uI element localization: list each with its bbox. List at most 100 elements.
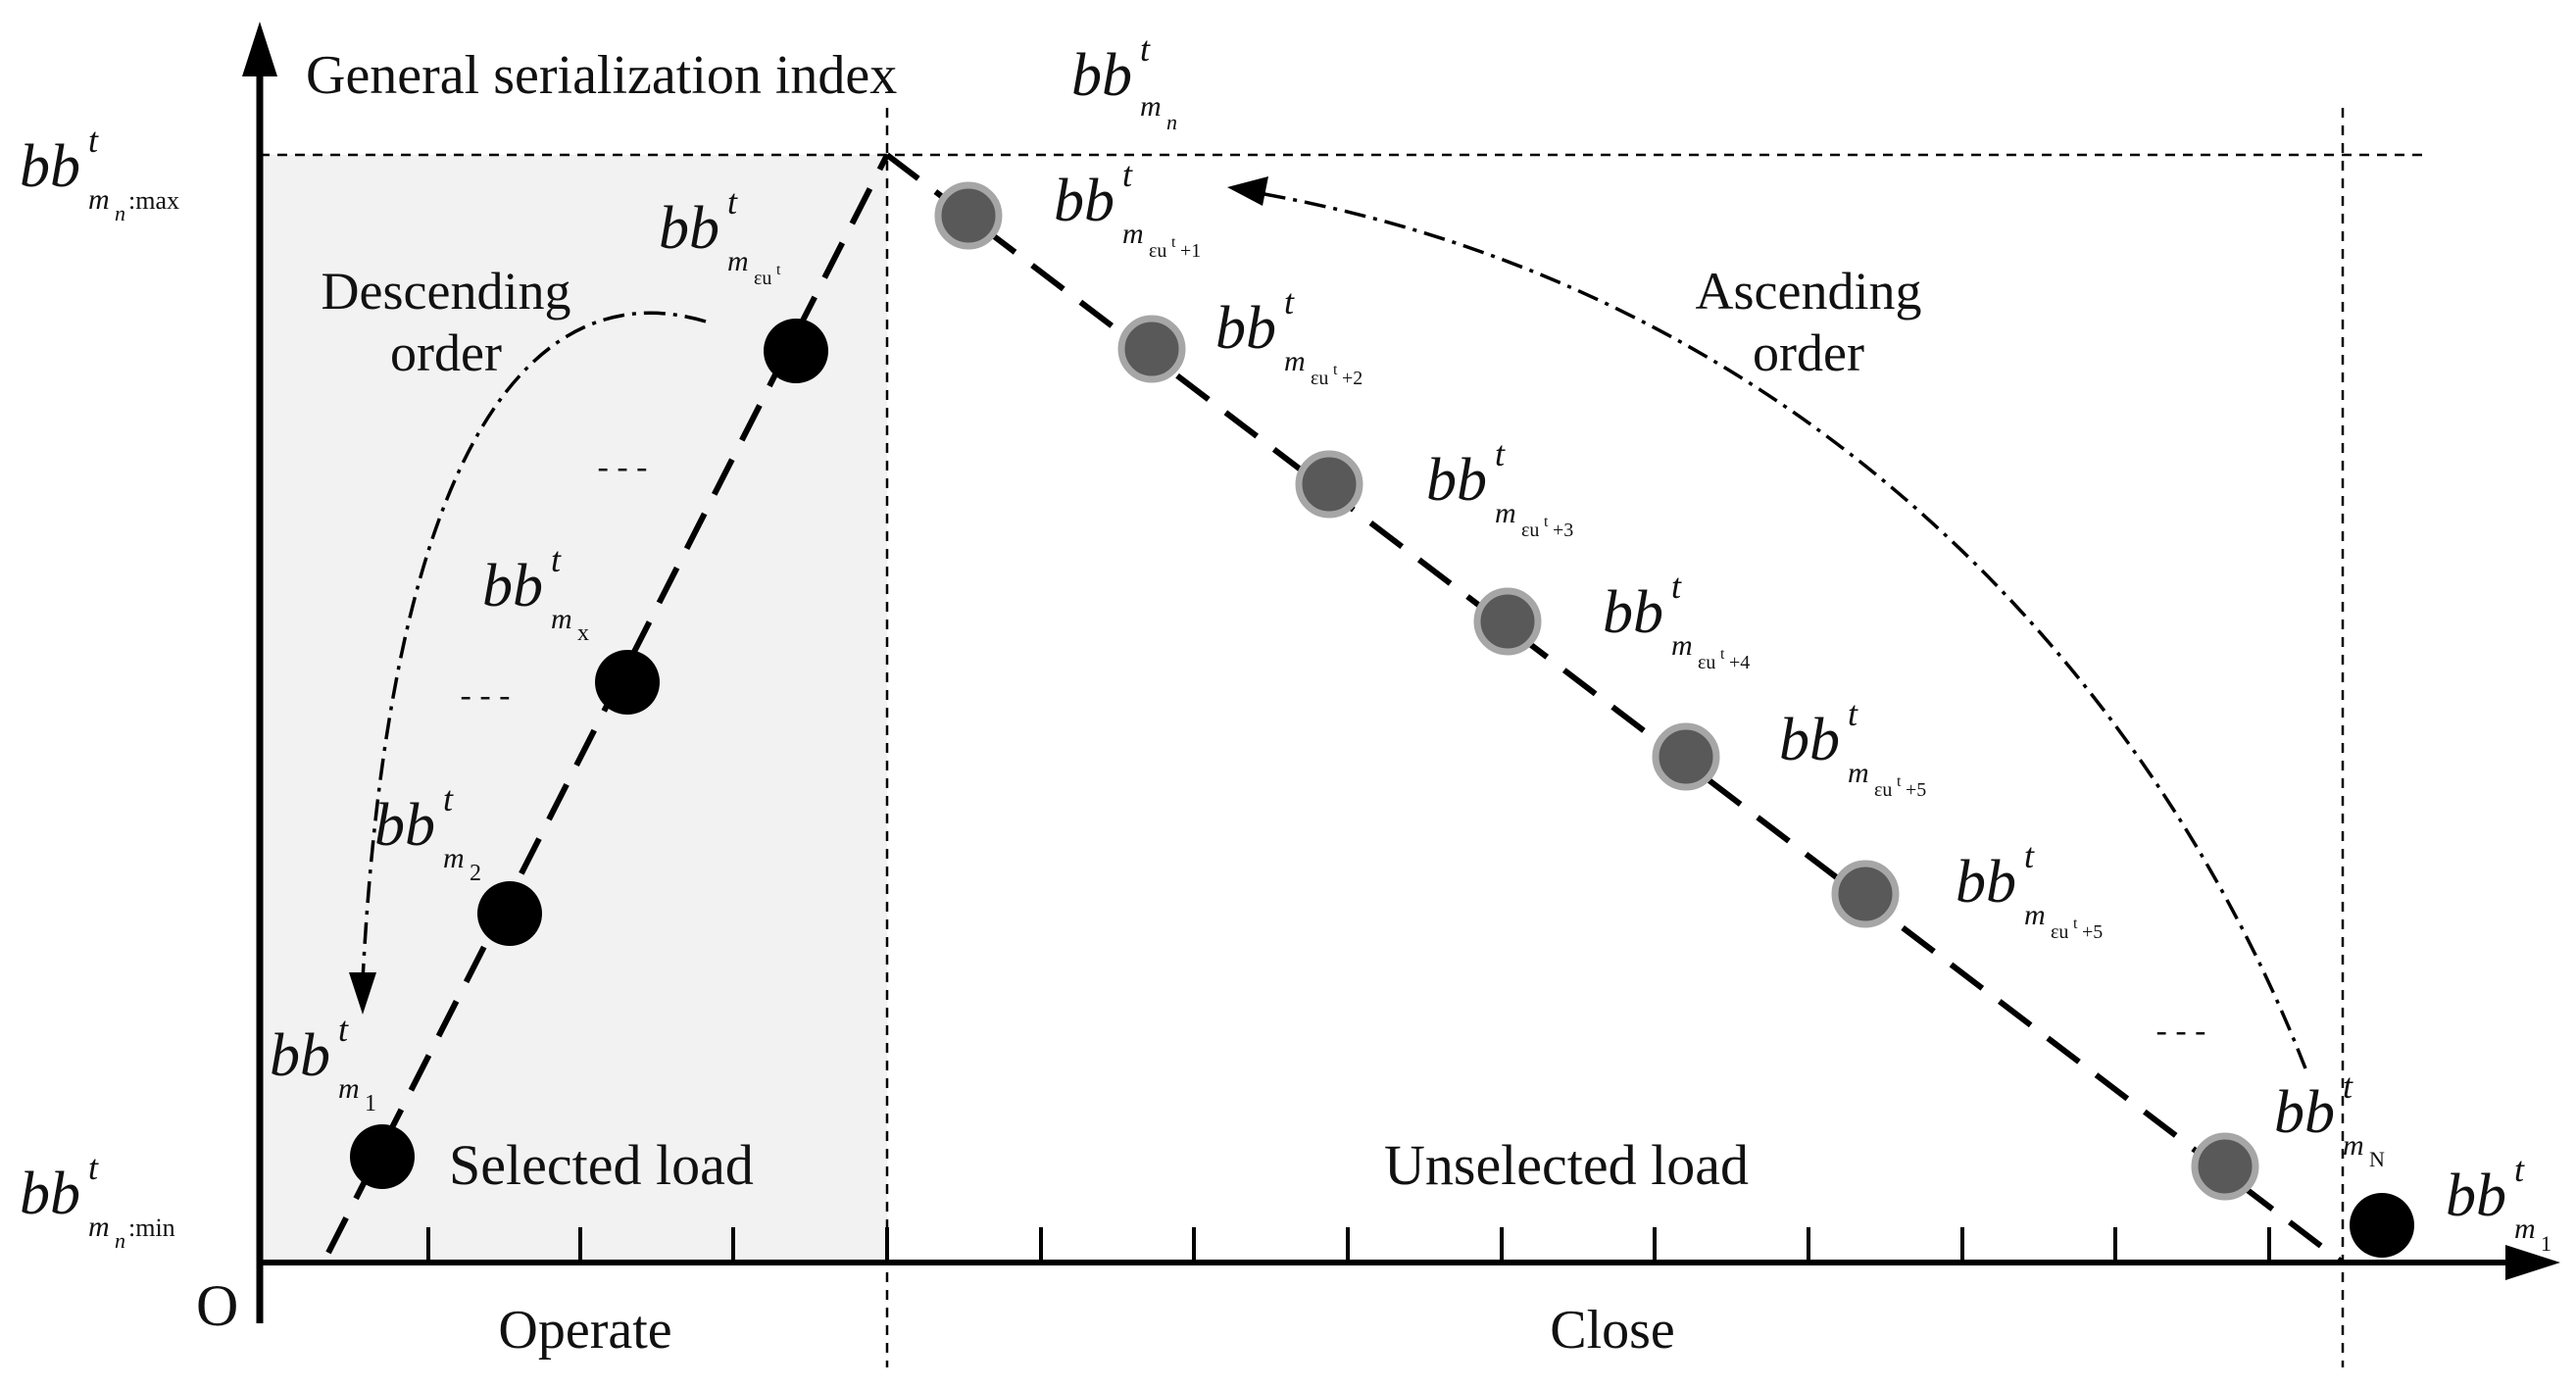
svg-text:t: t: [2073, 916, 2078, 932]
point-label-meut-plus2: bb t m εu t +2: [1215, 282, 1362, 389]
svg-text:εu: εu: [2051, 921, 2068, 943]
ellipsis: - - -: [461, 677, 511, 714]
svg-text:n: n: [1166, 110, 1177, 134]
svg-text:t: t: [2514, 1150, 2525, 1189]
unselected-point: [1117, 315, 1186, 383]
unselected-point: [1295, 450, 1363, 519]
y-axis-symbol: bb t m n: [1071, 29, 1177, 134]
svg-text:bb: bb: [1956, 849, 2016, 916]
point-label-meut-plus5: bb t m εu t +5: [1779, 694, 1926, 801]
svg-text:+5: +5: [1906, 779, 1926, 801]
svg-text:+3: +3: [1553, 520, 1573, 541]
svg-text:m: m: [1140, 90, 1162, 123]
point-label-mx: bb t m x: [482, 540, 589, 646]
svg-text:bb: bb: [1603, 579, 1663, 646]
svg-text:εu: εu: [1311, 368, 1328, 389]
svg-text:2: 2: [470, 861, 481, 886]
ascending-label-line1: Ascending: [1696, 262, 1922, 321]
unselected-point: [1473, 587, 1542, 656]
svg-text:εu: εu: [754, 268, 771, 289]
svg-text:εu: εu: [1698, 652, 1715, 673]
descending-arrow-head: [349, 972, 376, 1015]
svg-text:t: t: [1140, 29, 1151, 69]
svg-text:t: t: [727, 182, 738, 222]
point-label-meut-plus3: bb t m εu t +3: [1426, 434, 1573, 541]
unselected-points: [934, 181, 2259, 1201]
selected-point: [477, 881, 542, 946]
svg-text:εu: εu: [1149, 240, 1166, 262]
point-label-mN: bb t m N: [2274, 1066, 2385, 1171]
svg-text:bb: bb: [2446, 1163, 2506, 1229]
svg-text:+5: +5: [2082, 921, 2103, 943]
svg-text:m: m: [88, 1211, 110, 1243]
ascending-order-arrow: [1263, 192, 2307, 1069]
selected-load-label: Selected load: [449, 1133, 754, 1197]
y-max-label: bb t m n :max: [20, 121, 179, 225]
svg-text:bb: bb: [2274, 1079, 2335, 1146]
svg-text:m: m: [1284, 345, 1306, 377]
svg-text:m: m: [2024, 899, 2046, 931]
selected-point: [350, 1124, 415, 1189]
descending-label-line1: Descending: [322, 262, 571, 321]
svg-text:t: t: [1171, 234, 1176, 251]
svg-text:bb: bb: [270, 1022, 330, 1089]
svg-text:m: m: [443, 842, 465, 874]
svg-text::max: :max: [128, 186, 179, 215]
svg-text:m: m: [1671, 629, 1693, 662]
svg-text:t: t: [551, 540, 562, 579]
selected-point: [595, 650, 660, 715]
unselected-point: [1831, 860, 1900, 928]
svg-text:bb: bb: [1071, 42, 1132, 109]
x-axis-ticks: [426, 1227, 2271, 1263]
svg-text:bb: bb: [20, 133, 80, 200]
descending-label-line2: order: [390, 323, 502, 382]
svg-text:n: n: [115, 201, 125, 225]
svg-text:t: t: [1122, 155, 1133, 194]
svg-text:m: m: [727, 245, 749, 277]
svg-text:t: t: [1333, 362, 1338, 378]
descending-order-arrow: [361, 311, 707, 981]
operate-label: Operate: [498, 1300, 671, 1361]
svg-text:t: t: [443, 779, 454, 818]
svg-text:t: t: [338, 1010, 349, 1049]
svg-text:t: t: [776, 262, 781, 278]
svg-text:n: n: [115, 1228, 125, 1253]
svg-text:N: N: [2369, 1147, 2385, 1171]
svg-text:+1: +1: [1180, 240, 1201, 262]
svg-text:t: t: [88, 1148, 99, 1187]
svg-text:εu: εu: [1521, 520, 1539, 541]
svg-text:t: t: [1897, 773, 1902, 790]
point-label-meut-plus1: bb t m εu t +1: [1054, 155, 1201, 262]
svg-text:bb: bb: [1426, 447, 1487, 514]
origin-label: O: [196, 1273, 238, 1338]
close-label: Close: [1550, 1300, 1675, 1361]
svg-text:t: t: [1284, 282, 1295, 322]
unselected-point: [2191, 1132, 2259, 1201]
svg-text:bb: bb: [1779, 707, 1840, 773]
svg-text:x: x: [577, 620, 589, 646]
ascending-arrow-head: [1227, 176, 1268, 206]
selected-point: [764, 319, 828, 383]
svg-text:m: m: [1495, 497, 1516, 529]
svg-text:t: t: [2343, 1066, 2353, 1106]
unselected-point: [934, 181, 1003, 250]
point-label-m2: bb t m 2: [374, 779, 481, 886]
svg-text:bb: bb: [482, 553, 543, 620]
svg-text:+4: +4: [1729, 652, 1750, 673]
unselected-load-label: Unselected load: [1384, 1133, 1749, 1197]
point-label-meut: bb t m εu t: [659, 182, 781, 289]
svg-text:+2: +2: [1342, 368, 1362, 389]
point-label-shifted-m1: bb t m 1: [2446, 1150, 2551, 1256]
svg-text:m: m: [2514, 1213, 2536, 1245]
y-min-label: bb t m n :min: [20, 1148, 175, 1253]
svg-text:m: m: [551, 603, 572, 635]
point-label-meut-plus4: bb t m εu t +4: [1603, 567, 1750, 673]
svg-text:t: t: [1544, 514, 1549, 530]
svg-text:bb: bb: [1215, 295, 1276, 362]
svg-text:bb: bb: [374, 792, 435, 859]
svg-text:m: m: [1848, 757, 1869, 789]
svg-text:t: t: [1495, 434, 1506, 473]
svg-text:bb: bb: [1054, 168, 1115, 234]
point-label-m1: bb t m 1: [270, 1010, 376, 1116]
